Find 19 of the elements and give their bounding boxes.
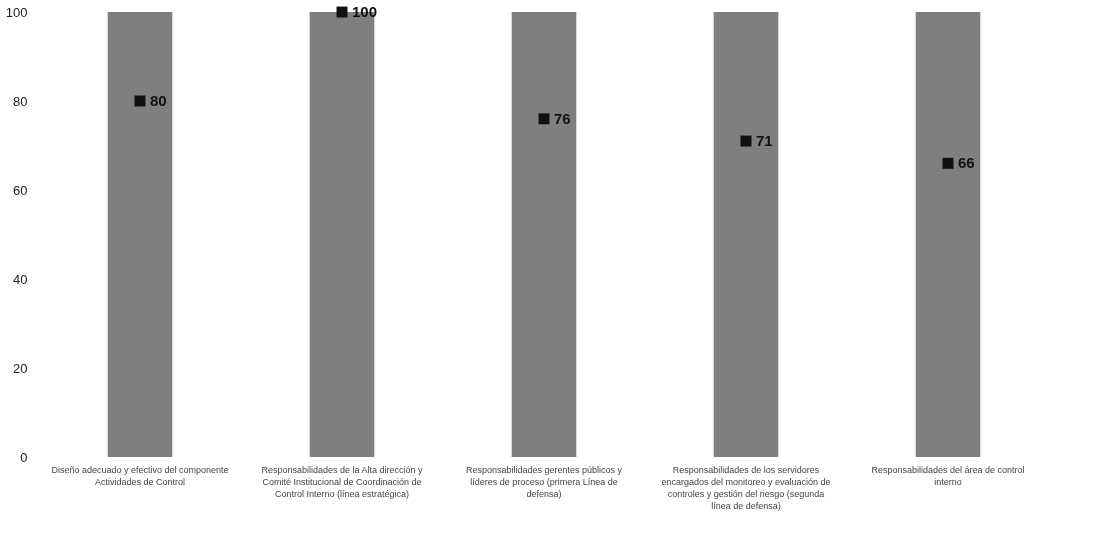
y-tick-label: 40 xyxy=(13,271,28,287)
data-label: 71 xyxy=(756,132,773,150)
y-tick-label: 60 xyxy=(13,182,28,198)
point xyxy=(538,113,550,125)
y-tick-label: 100 xyxy=(5,4,28,20)
x-tick-label: Responsabilidades de la Alta dirección y Comité Institucional de Coordinación de Control Interno (línea estratégica) xyxy=(261,464,424,499)
x-tick-label: Responsabilidades gerentes públicos y líderes de proceso (primera Línea de defensa) xyxy=(465,464,623,499)
y-tick-label: 20 xyxy=(13,360,28,376)
data-label: 76 xyxy=(554,109,571,127)
point xyxy=(740,135,752,147)
point xyxy=(942,157,954,169)
y-tick-label: 0 xyxy=(20,449,28,465)
data-label: 100 xyxy=(352,3,378,20)
x-tick-label: Responsabilidades de los servidores encargados del monitoreo y evaluación de controles y gestión del riesgo (segunda línea de defensa) xyxy=(661,464,831,511)
x-tick-label: Responsabilidades del área de control interno xyxy=(871,464,1025,487)
data-label: 66 xyxy=(958,154,975,172)
y-tick-label: 80 xyxy=(13,93,28,109)
x-tick-label: Diseño adecuado y efectivo del componente Actividades de Control xyxy=(51,464,229,487)
data-label: 80 xyxy=(150,92,167,109)
